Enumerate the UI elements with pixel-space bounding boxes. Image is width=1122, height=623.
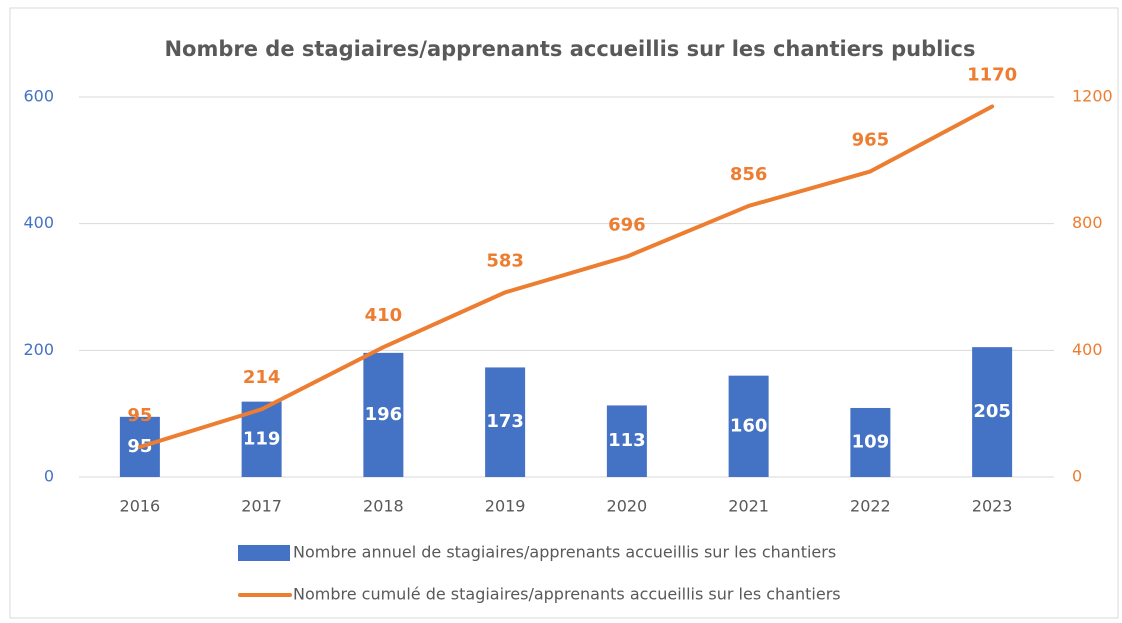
x-tick-label: 2021 [728,497,769,516]
y2-tick-label: 400 [1072,340,1103,359]
bar-label: 205 [973,401,1011,422]
bar-label: 173 [486,411,524,432]
line-label: 856 [730,164,768,185]
bar-label: 119 [243,428,281,449]
bar-label: 160 [730,415,768,436]
x-tick-label: 2020 [607,497,648,516]
line-label: 965 [852,129,890,150]
bar-label: 113 [608,430,646,451]
line-label: 583 [486,250,524,271]
bar-label: 109 [852,431,890,452]
x-tick-label: 2018 [363,497,404,516]
x-tick-label: 2019 [485,497,526,516]
y-tick-label: 200 [23,340,54,359]
x-tick-label: 2023 [972,497,1013,516]
bar [606,405,647,477]
x-tick-label: 2017 [241,497,282,516]
bar-label: 196 [365,404,403,425]
y2-tick-label: 1200 [1072,87,1113,106]
line-label: 95 [127,405,152,426]
x-tick-label: 2016 [120,497,161,516]
bar [363,352,404,477]
y2-tick-label: 0 [1072,467,1082,486]
chart-title: Nombre de stagiaires/apprenants accueill… [164,37,975,61]
line-label: 214 [243,367,281,388]
y-tick-label: 600 [23,87,54,106]
bar [972,347,1013,477]
y2-tick-label: 800 [1072,213,1103,232]
bar [850,407,891,477]
legend-label: Nombre cumulé de stagiaires/apprenants a… [293,585,841,604]
line-label: 1170 [967,65,1017,86]
x-tick-label: 2022 [850,497,891,516]
chart-frame [9,7,1119,619]
bar [485,367,526,477]
legend-swatch [238,545,290,561]
legend-label: Nombre annuel de stagiaires/apprenants a… [293,543,836,562]
line-label: 410 [365,305,403,326]
y-tick-label: 400 [23,213,54,232]
bar [728,375,769,477]
line [137,104,995,449]
y-tick-label: 0 [44,467,54,486]
line-label: 696 [608,215,646,236]
